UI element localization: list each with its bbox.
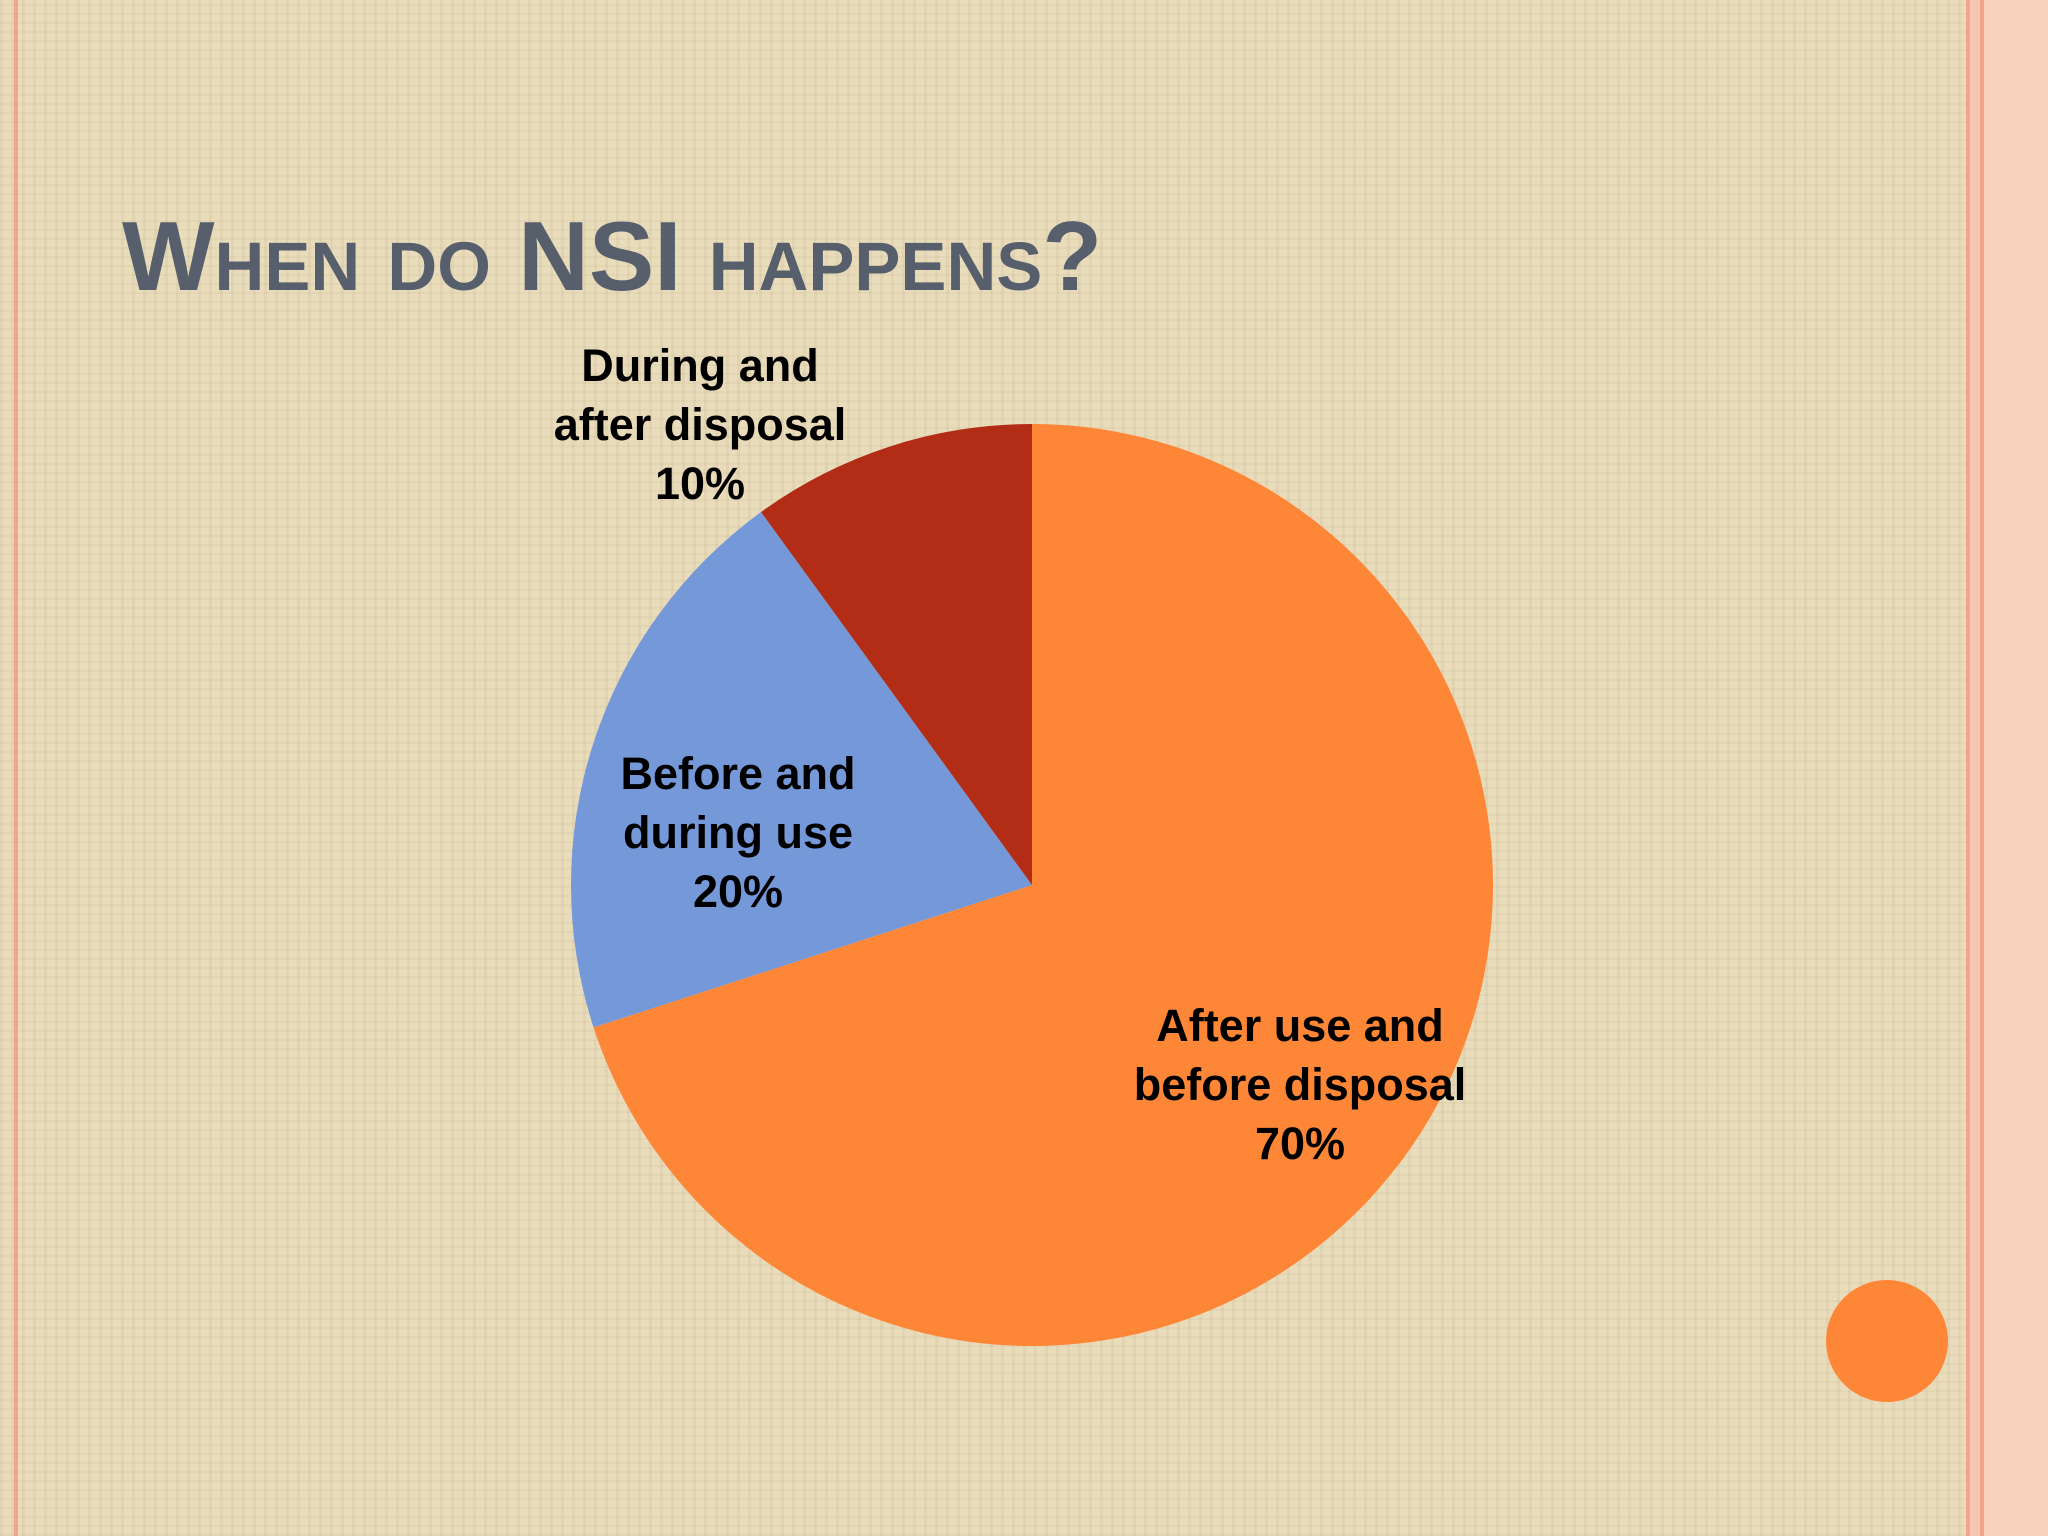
decoration — [1826, 1280, 1948, 1402]
category-label: After use and before disposal — [1133, 999, 1467, 1110]
data-label: Before and during use 20% — [593, 744, 883, 921]
value-label: 70% — [1254, 1117, 1346, 1169]
value-label: 10% — [654, 457, 746, 509]
category-label: During and after disposal — [553, 339, 847, 450]
category-label: Before and during use — [620, 747, 856, 858]
pie-slice — [571, 512, 1032, 1028]
border — [1966, 0, 2048, 1536]
pie-slice — [761, 424, 1032, 885]
data-label: During and after disposal 10% — [528, 336, 873, 513]
value-label: 20% — [692, 865, 784, 917]
pie-slice — [593, 424, 1494, 1346]
border — [14, 0, 18, 1536]
data-label: After use and before disposal 70% — [1130, 996, 1470, 1173]
slide-title: When do NSI happens? — [122, 201, 1103, 311]
